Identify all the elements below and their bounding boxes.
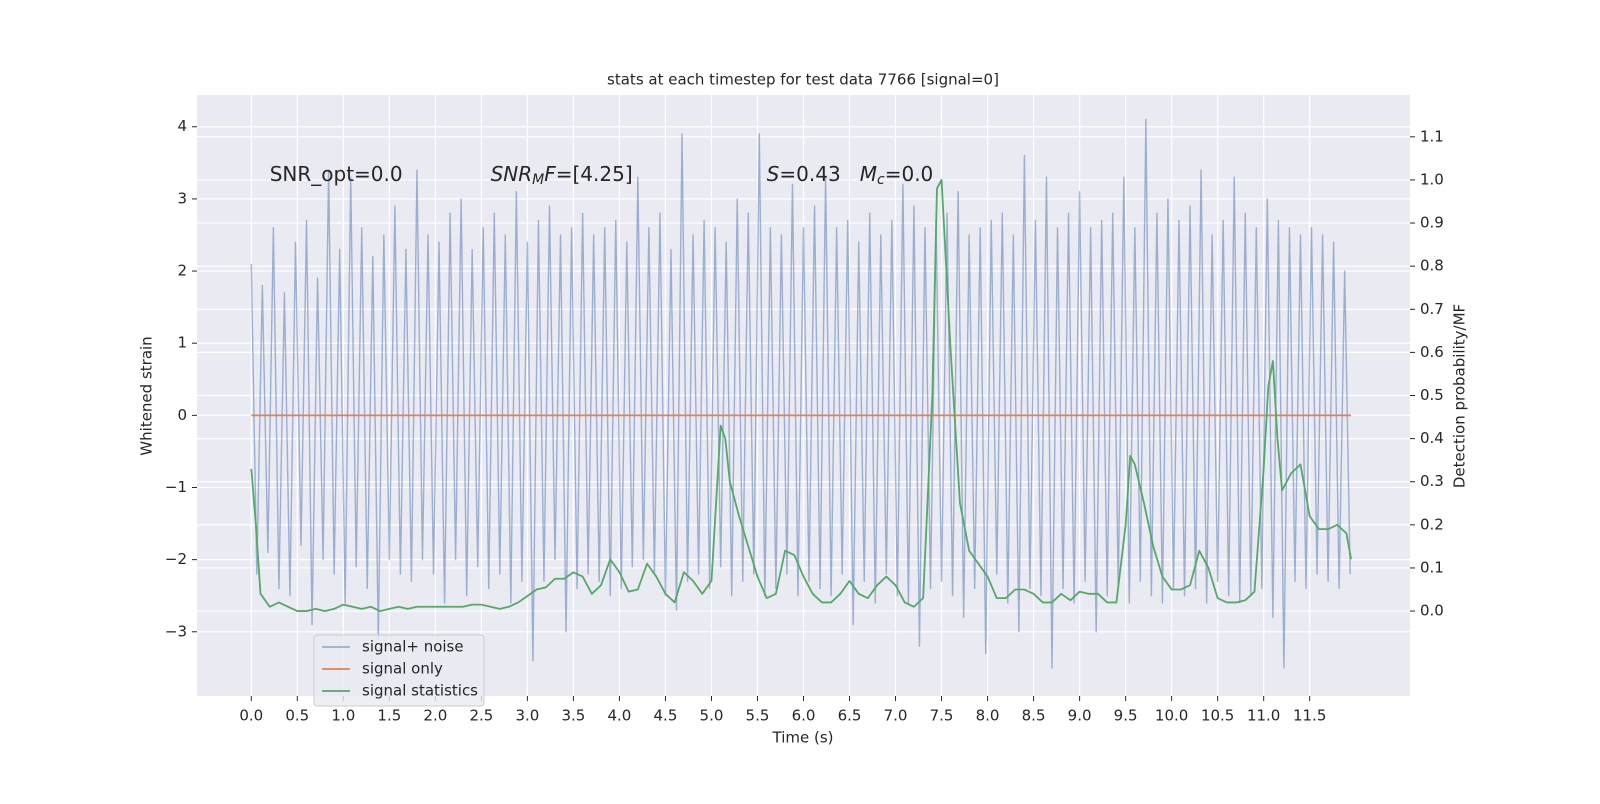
x-tick-label: 3.5 (561, 707, 585, 725)
x-tick-label: 7.0 (884, 707, 908, 725)
y2-tick-label: 0.1 (1420, 558, 1444, 576)
annotation-part: =0.0 (885, 162, 934, 186)
y2-tick-label: 0.6 (1420, 343, 1444, 361)
y-tick-label: 1 (177, 334, 187, 352)
series-line (250, 179, 1352, 612)
x-tick-label: 6.5 (838, 707, 862, 725)
x-tick-label: 6.0 (792, 707, 816, 725)
x-tick-label: 0.5 (285, 707, 309, 725)
y-tick-label: −3 (165, 622, 187, 640)
y-axis-label: Whitened strain (138, 336, 156, 455)
x-tick-label: 11.5 (1293, 707, 1326, 725)
y-tick-label: 0 (177, 406, 187, 424)
x-tick-label: 2.5 (469, 707, 493, 725)
y2-tick-label: 0.7 (1420, 300, 1444, 318)
y2-tick-label: 0.4 (1420, 429, 1444, 447)
x-tick-label: 0.0 (239, 707, 263, 725)
x-tick-label: 1.0 (331, 707, 355, 725)
legend-label: signal+ noise (362, 638, 464, 656)
x-tick-label: 4.5 (654, 707, 678, 725)
annotation-part: SNR_opt=0.0 (270, 162, 403, 186)
annotation-part: S (767, 162, 780, 186)
legend-label: signal statistics (362, 682, 478, 700)
x-tick-label: 8.0 (976, 707, 1000, 725)
x-tick-label: 7.5 (930, 707, 954, 725)
x-axis-label: Time (s) (772, 729, 834, 747)
chart-title: stats at each timestep for test data 776… (607, 71, 999, 89)
y2-tick-label: 0.3 (1420, 472, 1444, 490)
x-tick-label: 1.5 (377, 707, 401, 725)
y2-tick-label: 0.2 (1420, 515, 1444, 533)
y2-tick-label: 1.1 (1420, 127, 1444, 145)
x-tick-label: 10.5 (1201, 707, 1234, 725)
annotation-part: c (877, 172, 885, 188)
y2-axis-label: Detection probability/MF (1451, 304, 1469, 488)
annotation-part: =[4.25] (556, 162, 633, 186)
y2-tick-label: 1.0 (1420, 170, 1444, 188)
y-tick-label: −2 (165, 550, 187, 568)
annotation: S=0.43 Mc=0.0 (767, 162, 934, 189)
y2-tick-label: 0.8 (1420, 257, 1444, 275)
annotation: SNR_opt=0.0 (270, 162, 403, 186)
x-tick-label: 9.5 (1114, 707, 1138, 725)
y2-tick-label: 0.0 (1420, 602, 1444, 620)
x-tick-label: 10.0 (1155, 707, 1188, 725)
annotation-part: F (544, 162, 556, 186)
axes: 0.0 0.5 1.0 1.5 2.0 2.5 3.0 3.5 4.0 4.5 5.0 5.5 6.0 6… (165, 117, 1444, 724)
legend-box (313, 634, 485, 707)
annotation: SNRMF=[4.25] (491, 162, 633, 189)
y-tick-label: −1 (165, 478, 187, 496)
x-tick-label: 8.5 (1022, 707, 1046, 725)
legend-label: signal only (362, 660, 443, 678)
y2-tick-label: 0.5 (1420, 386, 1444, 404)
y-tick-label: 4 (177, 117, 187, 135)
annotation-part: M (532, 172, 544, 188)
annotation-part: =0.43 (779, 162, 859, 186)
y-tick-label: 3 (177, 189, 187, 207)
y2-tick-label: 0.9 (1420, 214, 1444, 232)
y-tick-label: 2 (177, 262, 187, 280)
x-tick-label: 9.0 (1068, 707, 1092, 725)
x-tick-label: 2.0 (423, 707, 447, 725)
annotation-part: M (860, 162, 877, 186)
x-tick-label: 5.5 (746, 707, 770, 725)
annotation-part: SNR (491, 162, 533, 186)
x-tick-label: 5.0 (700, 707, 724, 725)
x-tick-label: 4.0 (608, 707, 632, 725)
series-line (250, 118, 1351, 669)
marks (250, 118, 1352, 669)
x-tick-label: 11.0 (1247, 707, 1280, 725)
x-tick-label: 3.0 (515, 707, 539, 725)
